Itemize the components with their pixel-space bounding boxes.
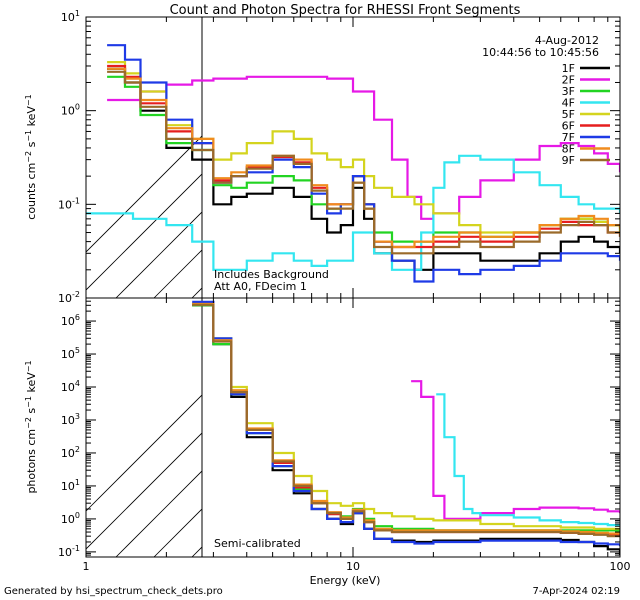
axis-ticks <box>85 16 620 558</box>
hatch-line <box>115 211 202 298</box>
series-2F-bot <box>411 380 620 520</box>
legend-label-5F: 5F <box>562 108 575 121</box>
figure-title: Count and Photon Spectra for RHESSI Fron… <box>170 3 521 18</box>
footer-generator: Generated by hsi_spectrum_check_dets.pro <box>4 586 223 597</box>
bottom-y-axis-label: photons cm−2 s−1 keV−1 <box>24 360 38 493</box>
hatch-line <box>191 546 202 557</box>
x-tick-label: 100 <box>610 560 631 573</box>
hatch-line <box>86 432 202 550</box>
y-tick-label: 105 <box>61 346 80 361</box>
photon-spectra-series <box>192 300 620 556</box>
hatch-line <box>268 257 568 557</box>
series-9F-top <box>107 70 620 255</box>
hatch-line <box>86 173 202 291</box>
y-tick-label: 10-1 <box>58 544 80 559</box>
footer-timestamp: 7-Apr-2024 02:19 <box>533 586 620 597</box>
series-7F-bot <box>192 300 620 547</box>
observation-date: 4-Aug-2012 <box>535 34 599 47</box>
legend-label-4F: 4F <box>562 97 575 110</box>
series-4F-bot <box>436 393 620 527</box>
count-spectra-series <box>86 44 620 283</box>
legend-label-9F: 9F <box>562 154 575 167</box>
legend-label-6F: 6F <box>562 120 575 133</box>
series-5F-bot <box>192 302 620 530</box>
annotation-background: Includes Background <box>214 268 329 281</box>
legend-label-2F: 2F <box>562 74 575 87</box>
x-axis-label: Energy (keV) <box>310 574 381 587</box>
annotation-attenuator: Att A0, FDecim 1 <box>214 280 307 293</box>
hatch-line <box>610 0 640 298</box>
x-tick-label: 1 <box>83 560 90 573</box>
y-tick-label: 104 <box>61 379 80 394</box>
top-y-axis-label: counts cm−2 s−1 keV−1 <box>24 94 38 219</box>
legend-label-8F: 8F <box>562 143 575 156</box>
legend-label-1F: 1F <box>562 62 575 75</box>
series-8F-top <box>107 67 620 249</box>
annotation-semi-calibrated: Semi-calibrated <box>214 537 301 550</box>
y-tick-label: 10-1 <box>58 196 80 211</box>
series-7F-top <box>107 44 620 283</box>
hatch-line <box>115 470 202 557</box>
y-tick-label: 100 <box>61 103 80 118</box>
series-8F-bot <box>192 302 620 535</box>
legend-label-7F: 7F <box>562 131 575 144</box>
y-tick-label: 101 <box>61 478 80 493</box>
series-3F-bot <box>192 304 620 532</box>
y-tick-label: 106 <box>61 313 80 328</box>
svg-text:counts cm−2 s−1 keV−1: counts cm−2 s−1 keV−1 <box>24 94 38 219</box>
series-9F-bot <box>192 303 620 538</box>
y-tick-label: 100 <box>61 511 80 526</box>
x-tick-label: 10 <box>346 560 360 573</box>
hatch-line <box>572 257 640 557</box>
observation-time-range: 10:44:56 to 10:45:56 <box>482 46 599 59</box>
y-tick-label: 10-2 <box>58 290 80 305</box>
svg-text:photons cm−2 s−1 keV−1: photons cm−2 s−1 keV−1 <box>24 360 38 493</box>
series-6F-bot <box>192 303 620 537</box>
hatch-line <box>86 394 202 512</box>
y-tick-label: 103 <box>61 412 80 427</box>
y-tick-label: 102 <box>61 445 80 460</box>
legend-label-3F: 3F <box>562 85 575 98</box>
axis-tick-labels: 10-210-110010110-11001011021031041051061… <box>58 9 630 573</box>
hatch-line <box>534 257 640 557</box>
excluded-region-hatch-bottom <box>86 257 640 557</box>
y-tick-label: 101 <box>61 9 80 24</box>
